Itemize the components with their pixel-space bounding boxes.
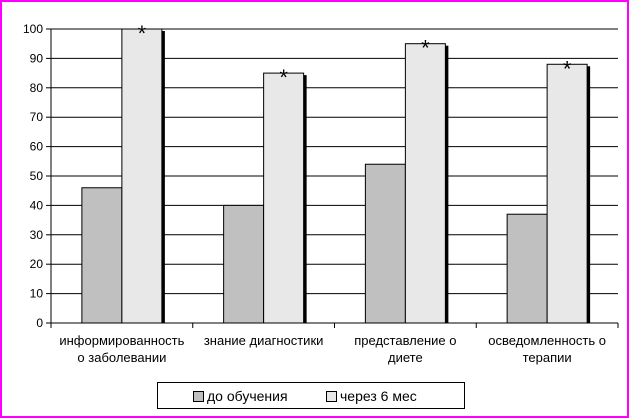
significance-star-2: * [421,36,430,61]
y-tick-label-10: 10 [30,287,44,301]
bar-shadow-0 [160,31,165,323]
bar-before-3 [506,213,548,324]
legend-item-after-6-months: через 6 мес [326,389,417,403]
category-label-0-line-0: информированность [59,333,184,348]
bar-after-2 [404,43,446,324]
bar-before-0 [81,187,123,324]
bar-after-0 [121,28,163,324]
bar-shadow-1 [302,75,307,323]
significance-star-0: * [138,21,147,46]
bar-after-3 [546,63,588,324]
y-tick-label-60: 60 [30,140,44,154]
y-tick-label-50: 50 [30,169,44,183]
legend-label-before-training: до обучения [207,388,288,404]
bar-after-1 [263,72,305,324]
y-tick-label-90: 90 [30,51,44,65]
legend-label-after-6-months: через 6 мес [340,388,417,404]
bar-before-1 [223,204,265,324]
y-tick-label-80: 80 [30,81,44,95]
significance-star-1: * [279,65,288,90]
y-tick-label-40: 40 [30,198,44,212]
bar-shadow-2 [444,45,449,323]
y-tick-label-20: 20 [30,257,44,271]
legend-swatch-after-6-months [326,390,337,402]
category-label-3-line-0: осведомленность о [488,333,606,348]
y-tick-label-70: 70 [30,110,44,124]
category-label-2-line-0: представление о [354,333,456,348]
category-label-0-line-1: о заболевании [77,350,166,365]
y-tick-label-30: 30 [30,228,44,242]
category-label-1-line-0: знание диагностики [204,333,324,348]
category-label-2-line-1: диете [388,350,423,365]
y-tick-label-100: 100 [23,22,43,36]
y-tick-label-0: 0 [36,316,43,330]
category-label-3-line-1: терапии [523,350,572,365]
legend-swatch-before-training [193,390,204,402]
significance-star-3: * [563,56,572,81]
legend: до обучения через 6 мес [157,382,465,409]
bar-shadow-3 [586,66,591,323]
bar-before-2 [364,163,406,324]
legend-item-before-training: до обучения [193,389,288,403]
